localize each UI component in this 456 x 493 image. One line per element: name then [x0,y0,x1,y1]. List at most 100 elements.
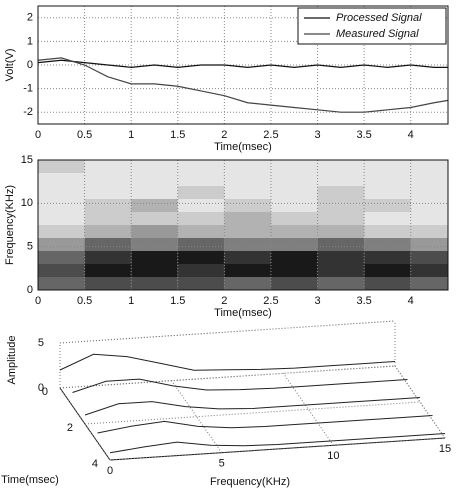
heat-cell [317,199,365,212]
x-tick-label: 3.5 [356,129,371,141]
heat-cell [84,277,132,290]
surface-line [84,397,421,416]
y-axis-label: Time(msec) [1,474,59,486]
heat-cell [317,264,365,277]
z-tick-label: 0 [38,382,44,394]
x-tick-label: 3.5 [356,295,371,307]
surface-line [59,353,396,371]
x-tick-label: 1.5 [170,295,185,307]
heat-cell [84,199,132,212]
heat-cell [84,160,132,173]
heat-cell [38,277,85,290]
heat-cell [84,264,132,277]
heat-cell [84,186,132,199]
y-tick-label: 0 [27,59,33,71]
y-tick-label: -1 [23,83,33,95]
heat-cell [38,251,85,264]
heat-cell [270,277,318,290]
heat-cell [270,238,318,251]
x-tick-label: 0.5 [77,129,92,141]
heat-cell [84,212,132,225]
heat-cell [38,264,85,277]
heat-cell [364,173,411,186]
heat-cell [270,264,318,277]
heat-cell [177,225,225,238]
heat-cell [224,238,271,251]
y-tick-label: 5 [27,241,33,253]
legend-label: Measured Signal [336,28,419,40]
y-tick-label: 0 [42,386,48,398]
heat-cell [270,212,318,225]
heat-cell [38,173,85,186]
heat-cell [131,160,178,173]
heat-cell [38,238,85,251]
heat-cell [364,212,411,225]
heat-cell [410,251,448,264]
grid-line [109,437,446,461]
heat-cell [317,238,365,251]
heat-cell [364,277,411,290]
heat-cell [270,199,318,212]
x-tick-label: 4 [408,295,414,307]
x-tick-label: 10 [327,450,339,462]
heat-cell [410,199,448,212]
heat-cell [410,238,448,251]
heat-cell [317,173,365,186]
y-tick-label: 4 [92,458,98,470]
heat-cell [410,212,448,225]
x-tick-label: 3 [314,295,320,307]
heat-cell [177,212,225,225]
heat-cell [364,160,411,173]
series-line [37,59,448,68]
heat-cell [224,264,271,277]
x-tick-label: 2 [221,129,227,141]
heat-cell [131,199,178,212]
x-tick-label: 4 [408,129,414,141]
x-tick-label: 15 [439,443,451,455]
y-tick-label: 1 [27,35,33,47]
x-tick-label: 2.5 [263,129,278,141]
grid-line [282,373,334,446]
grid-line [59,320,396,344]
x-tick-label: 2.5 [263,295,278,307]
x-tick-label: 1 [128,295,134,307]
heat-cell [317,160,365,173]
heat-cell [317,251,365,264]
heat-cell [131,251,178,264]
heat-cell [84,251,132,264]
heat-cell [131,238,178,251]
heat-cell [410,225,448,238]
x-tick-label: 3 [314,129,320,141]
heat-cell [38,212,85,225]
y-tick-label: 0 [27,284,33,296]
legend-box [297,7,447,45]
heat-cell [224,160,271,173]
grid-line [59,365,396,389]
heat-cell [270,186,318,199]
heat-cell [38,225,85,238]
y-tick-label: 2 [27,12,33,24]
heat-cell [270,160,318,173]
x-tick-label: 1.5 [170,129,185,141]
x-axis-label: Time(msec) [214,307,272,319]
heat-cell [410,173,448,186]
z-tick-label: 5 [38,337,44,349]
x-tick-label: 5 [219,458,225,470]
heat-cell [38,186,85,199]
y-axis-label: Frequency(KHz) [4,185,16,265]
heat-cell [317,186,365,199]
z-axis-label: Amplitude [6,336,18,385]
heat-cell [317,225,365,238]
x-tick-label: 0.5 [77,295,92,307]
heat-cell [364,199,411,212]
plot-frame [37,159,449,291]
heat-cell [177,186,225,199]
heat-cell [84,238,132,251]
x-axis-label: Frequency(KHz) [210,476,290,488]
heat-cell [224,173,271,186]
heat-cell [177,264,225,277]
heat-cell [364,238,411,251]
heat-cell [317,277,365,290]
heat-cell [131,264,178,277]
